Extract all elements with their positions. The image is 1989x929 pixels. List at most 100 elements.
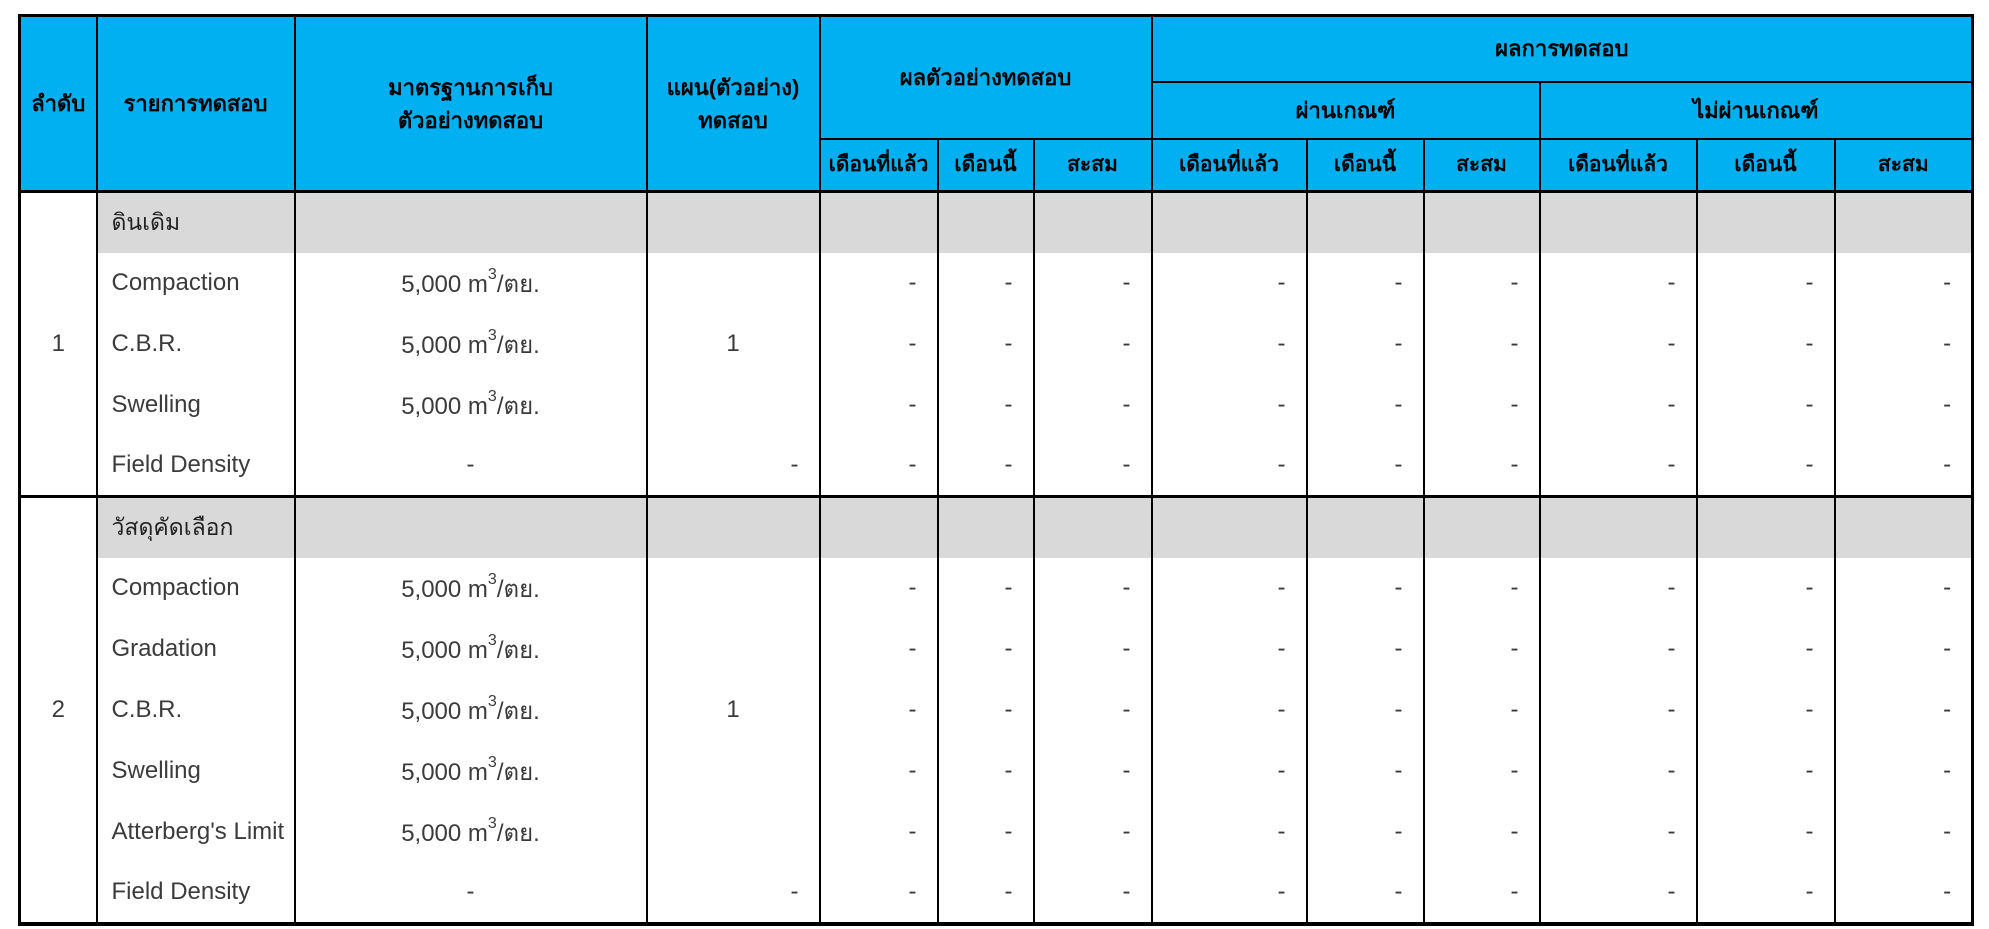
standard-unit: /ตย. — [496, 636, 540, 664]
standard-unit: /ตย. — [496, 697, 540, 725]
result-cell: - — [818, 313, 939, 375]
empty-result-cell — [936, 495, 1035, 558]
result-cell: - — [1305, 740, 1425, 802]
result-cell: - — [1695, 618, 1836, 680]
plan-dash-cell: - — [645, 862, 821, 924]
result-cell: - — [936, 435, 1035, 497]
result-cell: - — [1305, 862, 1425, 924]
result-cell: - — [1695, 374, 1836, 436]
empty-result-cell — [1695, 495, 1836, 558]
result-cell: - — [818, 435, 939, 497]
result-cell: - — [1833, 374, 1974, 436]
empty-result-cell — [936, 190, 1035, 253]
result-cell: - — [1422, 374, 1541, 436]
result-cell: - — [1305, 557, 1425, 619]
result-cell: - — [936, 740, 1035, 802]
header-subcol-last-month: เดือนที่แล้ว — [1538, 137, 1698, 193]
result-cell: - — [1833, 313, 1974, 375]
test-name-cell: Compaction — [95, 252, 296, 314]
result-cell: - — [1695, 252, 1836, 314]
result-cell: - — [1833, 862, 1974, 924]
result-cell: - — [936, 862, 1035, 924]
test-item-row: C.B.R. 5,000 m3/ตย. - - - - - - - - - — [20, 679, 1974, 741]
standard-cell: 5,000 m3/ตย. — [293, 679, 648, 741]
result-cell: - — [1833, 740, 1974, 802]
header-col-test-plan-line2: ทดสอบ — [698, 107, 768, 133]
header-subcol-last-month: เดือนที่แล้ว — [818, 137, 939, 193]
result-cell: - — [1150, 435, 1308, 497]
result-cell: - — [1538, 618, 1698, 680]
standard-unit: /ตย. — [496, 270, 540, 298]
row-number-cell: 1 — [18, 190, 98, 497]
result-cell: - — [1032, 435, 1153, 497]
header-col-test-plan: แผน(ตัวอย่าง) ทดสอบ — [645, 14, 821, 193]
standard-superscript: 3 — [487, 326, 497, 344]
result-cell: - — [1032, 801, 1153, 863]
test-item-row: Field Density - - - - - - - - - - - — [20, 862, 1974, 924]
result-cell: - — [1538, 862, 1698, 924]
header-subcol-this-month: เดือนนี้ — [936, 137, 1035, 193]
result-cell: - — [1422, 801, 1541, 863]
result-cell: - — [1833, 679, 1974, 741]
result-cell: - — [1150, 618, 1308, 680]
header-col-sampling-standard-line1: มาตรฐานการเก็บ — [388, 74, 553, 100]
result-cell: - — [1833, 801, 1974, 863]
result-cell: - — [1150, 252, 1308, 314]
header-group-pass: ผ่านเกณฑ์ — [1150, 80, 1541, 140]
test-name-cell: Compaction — [95, 557, 296, 619]
result-cell: - — [936, 679, 1035, 741]
result-cell: - — [818, 374, 939, 436]
test-item-row: Swelling 5,000 m3/ตย. - - - - - - - - - — [20, 374, 1974, 436]
result-cell: - — [818, 862, 939, 924]
header-subcol-this-month: เดือนนี้ — [1695, 137, 1836, 193]
test-name-cell: Gradation — [95, 618, 296, 680]
test-item-row: Compaction 5,000 m3/ตย. 1- - - - - - - - - — [20, 557, 1974, 863]
standard-value: 5,000 m — [401, 819, 488, 847]
result-cell: - — [1305, 801, 1425, 863]
test-item-row: Atterberg's Limit 5,000 m3/ตย. - - - - - - - - - — [20, 801, 1974, 863]
result-cell: - — [1833, 435, 1974, 497]
result-cell: - — [1422, 862, 1541, 924]
standard-value: 5,000 m — [401, 331, 488, 359]
result-cell: - — [1833, 557, 1974, 619]
standard-cell: 5,000 m3/ตย. — [293, 313, 648, 375]
header-row-pass-fail: ผ่านเกณฑ์ ไม่ผ่านเกณฑ์ — [20, 80, 1974, 140]
result-cell: - — [1305, 252, 1425, 314]
standard-unit: /ตย. — [496, 819, 540, 847]
standard-unit: /ตย. — [496, 575, 540, 603]
row-number-cell: 2 — [18, 495, 98, 924]
result-cell: - — [1150, 740, 1308, 802]
test-name-cell: C.B.R. — [95, 313, 296, 375]
standard-value: 5,000 m — [401, 392, 488, 420]
header-row-months: เดือนที่แล้ว เดือนนี้ สะสม เดือนที่แล้ว … — [20, 137, 1974, 193]
result-cell: - — [1833, 252, 1974, 314]
result-cell: - — [818, 557, 939, 619]
standard-cell: 5,000 m3/ตย. — [293, 618, 648, 680]
test-name-cell: Swelling — [95, 740, 296, 802]
standard-cell: 5,000 m3/ตย. — [293, 557, 648, 619]
standard-cell: 5,000 m3/ตย. — [293, 740, 648, 802]
result-cell: - — [1538, 374, 1698, 436]
plan-value-cell: 1 — [645, 557, 821, 863]
result-cell: - — [1538, 740, 1698, 802]
result-cell: - — [1422, 557, 1541, 619]
standard-cell: - — [293, 862, 648, 924]
header-col-no: ลำดับ — [18, 14, 98, 193]
empty-result-cell — [1305, 495, 1425, 558]
result-cell: - — [1305, 679, 1425, 741]
empty-result-cell — [1032, 190, 1153, 253]
result-cell: - — [1305, 374, 1425, 436]
empty-result-cell — [1150, 495, 1308, 558]
empty-result-cell — [1422, 495, 1541, 558]
result-cell: - — [1150, 801, 1308, 863]
standard-unit: /ตย. — [496, 758, 540, 786]
table-body: 1 ดินเดิม Compaction 5,000 m3/ตย. 1- - - - - - - - -… — [18, 190, 1974, 924]
result-cell: - — [936, 801, 1035, 863]
result-cell: - — [1538, 313, 1698, 375]
empty-standard-cell — [293, 190, 648, 253]
result-cell: - — [1695, 801, 1836, 863]
standard-value: 5,000 m — [401, 575, 488, 603]
header-group-sample-results: ผลตัวอย่างทดสอบ — [818, 14, 1153, 140]
standard-superscript: 3 — [487, 570, 497, 588]
